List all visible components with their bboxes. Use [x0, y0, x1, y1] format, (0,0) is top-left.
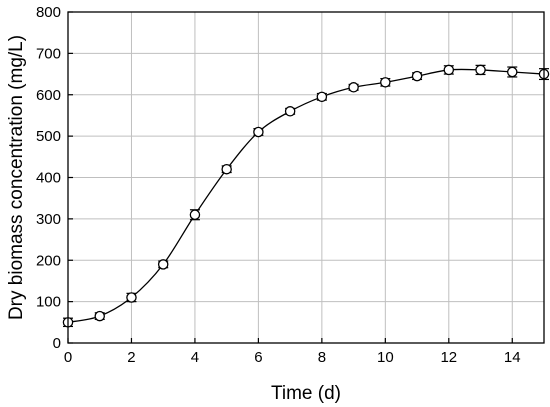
x-tick-label: 0	[64, 349, 72, 366]
x-tick-label: 2	[127, 349, 135, 366]
y-tick-label: 0	[53, 335, 61, 352]
data-point	[411, 70, 423, 82]
series-line	[67, 68, 545, 323]
grid	[67, 11, 544, 344]
data-point	[348, 82, 359, 93]
data-point	[316, 91, 328, 103]
y-tick-label: 400	[36, 170, 61, 187]
data-point	[475, 64, 486, 76]
x-axis-title: Time (d)	[271, 383, 341, 404]
data-point	[189, 209, 201, 220]
x-tick-label: 12	[440, 349, 457, 366]
x-tick-label: 10	[377, 349, 394, 366]
y-tick-label: 700	[36, 45, 61, 62]
x-tick-label: 8	[318, 349, 326, 366]
y-tick-label: 200	[36, 252, 61, 269]
y-tick-label: 300	[36, 211, 61, 228]
tick-labels: 0 2 4 6 8 10 12 14 0 100 200 300 400 500 600 700 800	[36, 4, 521, 366]
data-point	[157, 259, 169, 270]
data-point	[443, 64, 455, 76]
data-points	[62, 64, 550, 328]
data-point	[126, 292, 137, 303]
data-point	[507, 66, 518, 78]
data-point	[94, 310, 105, 322]
data-point	[253, 126, 264, 138]
data-point	[380, 77, 391, 88]
y-tick-label: 100	[36, 294, 61, 311]
x-tick-label: 6	[254, 349, 262, 366]
plot-frame	[67, 11, 545, 344]
x-tick-label: 4	[191, 349, 199, 366]
error-bars	[63, 64, 549, 328]
y-axis-title: Dry biomass concentration (mg/L)	[6, 35, 27, 320]
y-tick-label: 800	[36, 4, 61, 21]
y-tick-label: 500	[36, 128, 61, 145]
data-point	[221, 163, 232, 175]
data-point	[284, 106, 296, 117]
y-tick-label: 600	[36, 87, 61, 104]
x-tick-label: 14	[504, 349, 521, 366]
